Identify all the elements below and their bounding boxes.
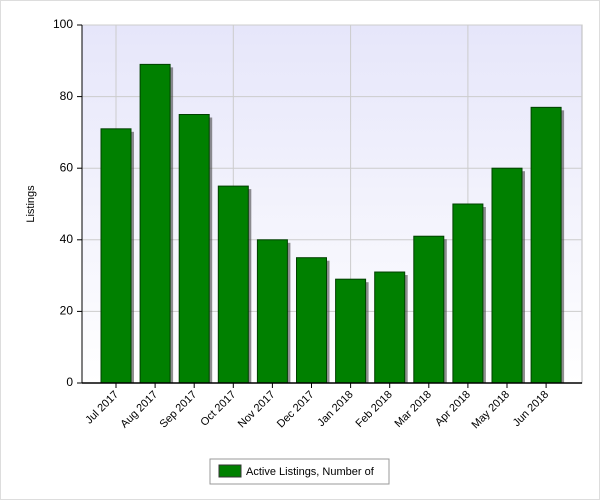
bar bbox=[530, 106, 562, 384]
y-tick-label: 100 bbox=[53, 17, 73, 31]
bar bbox=[217, 185, 249, 384]
bar bbox=[256, 239, 288, 384]
legend-label: Active Listings, Number of bbox=[246, 466, 375, 478]
y-axis-label: Listings bbox=[25, 185, 37, 223]
y-tick-label: 20 bbox=[60, 304, 74, 318]
y-tick-label: 60 bbox=[60, 160, 74, 174]
bar bbox=[452, 203, 484, 384]
legend-box bbox=[209, 458, 390, 485]
bar bbox=[335, 278, 367, 384]
bar bbox=[178, 114, 210, 384]
y-tick-label: 80 bbox=[60, 89, 74, 103]
bar bbox=[100, 128, 132, 384]
bar bbox=[139, 63, 171, 384]
y-tick-label: 0 bbox=[66, 375, 73, 389]
bar bbox=[296, 257, 327, 384]
bar bbox=[413, 235, 445, 384]
bar bbox=[491, 167, 523, 384]
legend-swatch bbox=[218, 464, 242, 478]
y-tick-label: 40 bbox=[60, 232, 74, 246]
bar bbox=[374, 271, 406, 384]
legend: Active Listings, Number of bbox=[209, 458, 390, 485]
